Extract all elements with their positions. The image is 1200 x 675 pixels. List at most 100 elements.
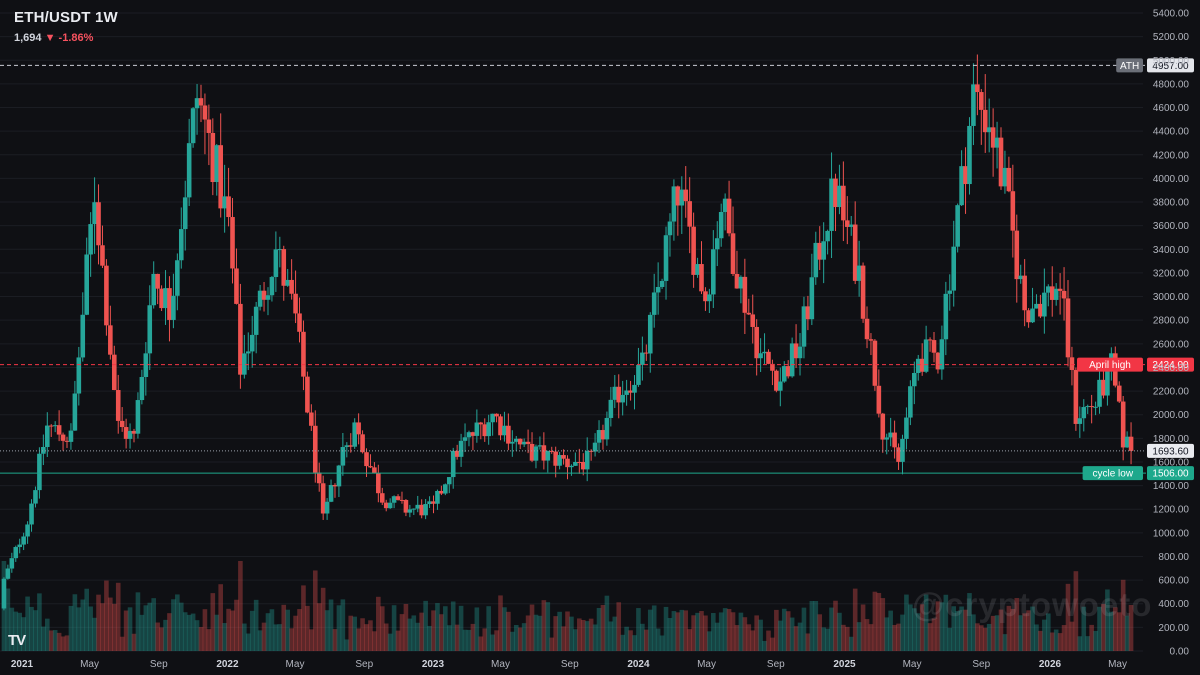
volume-bar [1030, 606, 1035, 651]
volume-bar [1014, 598, 1020, 651]
candle-body [48, 425, 54, 427]
candle-body [612, 386, 618, 400]
volume-bar [33, 610, 38, 651]
horizontal-levels: 4957.00 ATH 2424.00 April high 1693.60 1506.0… [0, 58, 1194, 481]
candle-body [383, 502, 389, 509]
candle-body [348, 445, 354, 447]
y-tick-label: 3200.00 [1153, 268, 1190, 279]
volume-bar [1093, 630, 1098, 651]
volume-bar [525, 615, 531, 651]
volume-bar [194, 620, 200, 651]
volume-bar [632, 635, 637, 651]
volume-bar [584, 621, 590, 651]
volume-bar [947, 627, 953, 651]
volume-bar [234, 599, 239, 651]
candle-body [328, 484, 334, 502]
volume-bar [517, 627, 523, 651]
candle-body [443, 484, 448, 494]
candle-body [904, 417, 909, 439]
candle-body [872, 340, 878, 386]
candle-body [1061, 290, 1067, 299]
volume-bar [84, 588, 90, 651]
candle-body [494, 413, 499, 417]
volume-bar [837, 612, 842, 651]
volume-bar [663, 606, 669, 651]
candle-body [269, 277, 275, 296]
candle-body [80, 314, 86, 358]
volume-bar [435, 603, 440, 651]
candle-body [998, 137, 1004, 187]
x-tick-label: 2026 [1039, 659, 1062, 670]
candle-body [419, 504, 424, 516]
volume-bar [1116, 612, 1122, 651]
symbol-title[interactable]: ETH/USDT 1W [14, 9, 118, 26]
volume-bar [734, 625, 740, 651]
candle-body [1053, 288, 1059, 300]
y-tick-label: 1400.00 [1153, 481, 1190, 492]
candle-body [1093, 406, 1098, 408]
candle-body [912, 372, 917, 387]
candle-body [13, 547, 19, 559]
candle-body [785, 366, 791, 377]
volume-bar [1049, 632, 1055, 651]
candle-body [659, 280, 665, 287]
candle-body [52, 425, 58, 427]
candle-body [549, 450, 555, 452]
volume-bar [328, 599, 334, 651]
candle-body [115, 390, 121, 421]
candle-body [919, 358, 925, 372]
candle-body [218, 145, 223, 209]
candle-body [967, 125, 972, 185]
volume-bar [900, 614, 905, 651]
candle-body [1, 578, 7, 609]
candle-body [813, 242, 819, 278]
candle-body [462, 437, 468, 441]
volume-bar [703, 615, 708, 651]
candle-body [1124, 436, 1130, 448]
candle-body [805, 306, 811, 320]
volume-bar [872, 591, 878, 651]
candle-body [273, 249, 279, 278]
volume-bar [770, 637, 775, 651]
volume-bar [624, 626, 629, 651]
volume-bar [222, 623, 227, 651]
volume-bar [198, 627, 204, 651]
y-tick-label: 5000.00 [1153, 56, 1190, 67]
candle-body [182, 197, 188, 230]
candle-body [703, 291, 708, 302]
candle-body [525, 441, 531, 444]
volume-bar [785, 611, 791, 651]
price-change: -1.86% [58, 32, 94, 44]
candle-body [411, 508, 417, 510]
candle-body [454, 450, 460, 457]
candle-body [809, 277, 815, 320]
candle-body [403, 499, 409, 513]
volume-bar [651, 605, 657, 651]
volume-bar [845, 626, 850, 651]
volume-bar [186, 614, 192, 651]
volume-bar [462, 629, 468, 651]
author-watermark: @cryptowoeto [912, 586, 1153, 623]
volume-bar [372, 631, 377, 651]
candle-body [990, 127, 996, 148]
volume-bar [293, 615, 298, 651]
volume-bar [726, 609, 732, 651]
candle-body [198, 98, 204, 106]
candle-body [407, 509, 413, 513]
volume-bar [352, 616, 357, 651]
volume-bar [695, 612, 700, 651]
tradingview-logo[interactable]: TV [8, 632, 26, 649]
candle-body [56, 425, 62, 435]
volume-bar [793, 626, 799, 651]
volume-bar [781, 608, 787, 651]
price-axis-tag-label: 1693.60 [1152, 446, 1189, 457]
volume-bar [214, 614, 220, 651]
candle-body [470, 432, 476, 436]
candle-body [100, 245, 105, 266]
candle-body [135, 400, 141, 434]
volume-bar [573, 629, 578, 651]
candle-body [947, 290, 953, 294]
volume-bar [443, 606, 448, 651]
candle-body [159, 288, 164, 309]
